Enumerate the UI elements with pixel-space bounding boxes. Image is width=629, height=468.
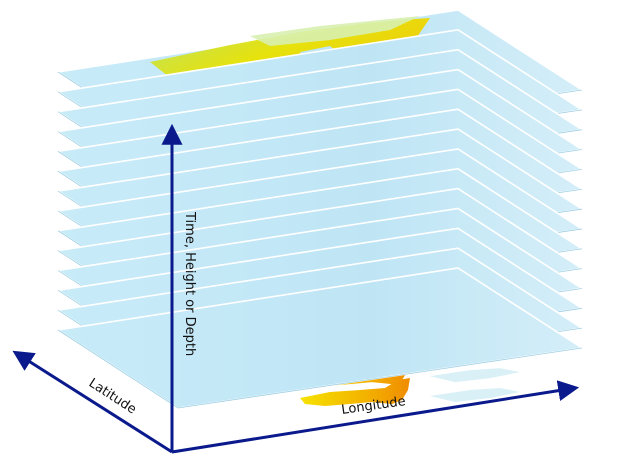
horizontal-axis (171, 380, 580, 454)
vertical-axis-label: Time, Height or Depth (182, 211, 197, 356)
map-layer (55, 267, 585, 409)
depth-axis-label: Latitude (86, 376, 139, 418)
depth-axis (12, 350, 173, 454)
axes (12, 123, 580, 454)
layer-stack (55, 9, 585, 409)
